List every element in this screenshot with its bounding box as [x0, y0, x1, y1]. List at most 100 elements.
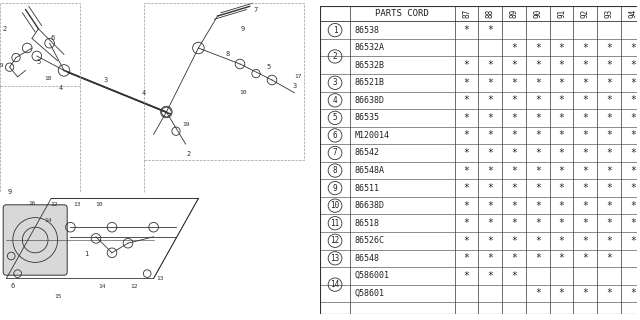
- Text: *: *: [463, 25, 470, 35]
- Text: *: *: [582, 131, 588, 140]
- Text: *: *: [559, 218, 564, 228]
- Text: 6: 6: [11, 284, 15, 289]
- Text: *: *: [535, 183, 541, 193]
- Text: *: *: [630, 95, 636, 105]
- Text: *: *: [535, 288, 541, 299]
- Text: *: *: [630, 201, 636, 211]
- Text: 86535: 86535: [355, 113, 380, 122]
- Text: *: *: [559, 201, 564, 211]
- Text: 2: 2: [333, 52, 337, 61]
- Text: 1: 1: [84, 252, 88, 257]
- Text: *: *: [630, 113, 636, 123]
- Text: *: *: [582, 113, 588, 123]
- Text: *: *: [511, 253, 517, 263]
- Text: 86511: 86511: [355, 184, 380, 193]
- Text: *: *: [535, 131, 541, 140]
- Text: *: *: [606, 43, 612, 53]
- Text: *: *: [606, 183, 612, 193]
- Text: *: *: [582, 183, 588, 193]
- Text: 86526C: 86526C: [355, 236, 385, 245]
- Text: 7: 7: [254, 7, 258, 12]
- Text: 13: 13: [330, 254, 340, 263]
- Text: M120014: M120014: [355, 131, 390, 140]
- Text: *: *: [559, 183, 564, 193]
- Text: *: *: [559, 60, 564, 70]
- Text: *: *: [606, 236, 612, 246]
- Text: 15: 15: [54, 293, 61, 299]
- Text: 4: 4: [59, 85, 63, 91]
- Text: 13: 13: [156, 276, 164, 281]
- Text: *: *: [487, 271, 493, 281]
- Text: 10: 10: [239, 90, 247, 95]
- Text: *: *: [487, 165, 493, 176]
- Text: 86532B: 86532B: [355, 61, 385, 70]
- Text: 17: 17: [294, 74, 301, 79]
- Text: 9: 9: [8, 189, 12, 195]
- Text: *: *: [630, 148, 636, 158]
- Text: 8: 8: [225, 52, 229, 57]
- Text: *: *: [511, 218, 517, 228]
- Text: *: *: [630, 78, 636, 88]
- Text: *: *: [559, 43, 564, 53]
- Text: *: *: [535, 236, 541, 246]
- Text: *: *: [463, 253, 470, 263]
- Text: *: *: [511, 236, 517, 246]
- Text: *: *: [463, 95, 470, 105]
- Text: *: *: [630, 43, 636, 53]
- Text: 5: 5: [333, 113, 337, 122]
- Text: *: *: [630, 236, 636, 246]
- Text: *: *: [487, 148, 493, 158]
- Text: *: *: [559, 131, 564, 140]
- Text: *: *: [582, 218, 588, 228]
- Text: 14: 14: [330, 280, 340, 289]
- Text: *: *: [606, 95, 612, 105]
- Text: *: *: [463, 148, 470, 158]
- Text: *: *: [463, 165, 470, 176]
- Text: *: *: [487, 78, 493, 88]
- Text: 10: 10: [330, 201, 340, 210]
- Text: 19: 19: [0, 63, 4, 68]
- Text: 1: 1: [333, 26, 337, 35]
- Text: 4: 4: [333, 96, 337, 105]
- Text: 87: 87: [462, 9, 471, 19]
- FancyBboxPatch shape: [3, 205, 67, 275]
- Text: *: *: [630, 131, 636, 140]
- Text: *: *: [463, 60, 470, 70]
- Text: 93: 93: [605, 9, 614, 19]
- Text: 12: 12: [51, 202, 58, 207]
- Text: 86538: 86538: [355, 26, 380, 35]
- Text: *: *: [630, 218, 636, 228]
- Text: 5: 5: [267, 64, 271, 70]
- Text: *: *: [511, 131, 517, 140]
- Text: 7: 7: [333, 148, 337, 157]
- Text: *: *: [606, 113, 612, 123]
- Text: *: *: [463, 201, 470, 211]
- Text: *: *: [606, 148, 612, 158]
- Text: *: *: [606, 78, 612, 88]
- Text: *: *: [606, 60, 612, 70]
- Text: *: *: [487, 25, 493, 35]
- Text: 10: 10: [95, 202, 103, 207]
- Text: *: *: [630, 288, 636, 299]
- Text: 86532A: 86532A: [355, 43, 385, 52]
- Text: *: *: [535, 60, 541, 70]
- Text: *: *: [559, 95, 564, 105]
- Text: *: *: [559, 236, 564, 246]
- Text: 16: 16: [28, 201, 36, 206]
- Text: 92: 92: [581, 9, 590, 19]
- Text: *: *: [511, 113, 517, 123]
- Text: PARTS CORD: PARTS CORD: [376, 9, 429, 18]
- Text: *: *: [559, 78, 564, 88]
- Text: *: *: [511, 165, 517, 176]
- Text: *: *: [463, 218, 470, 228]
- Text: *: *: [535, 218, 541, 228]
- Text: *: *: [606, 218, 612, 228]
- Text: 86638D: 86638D: [355, 201, 385, 210]
- Text: *: *: [535, 113, 541, 123]
- Text: *: *: [582, 95, 588, 105]
- Text: *: *: [559, 253, 564, 263]
- Text: *: *: [463, 78, 470, 88]
- Text: 86518: 86518: [355, 219, 380, 228]
- Text: *: *: [511, 78, 517, 88]
- Text: 86521B: 86521B: [355, 78, 385, 87]
